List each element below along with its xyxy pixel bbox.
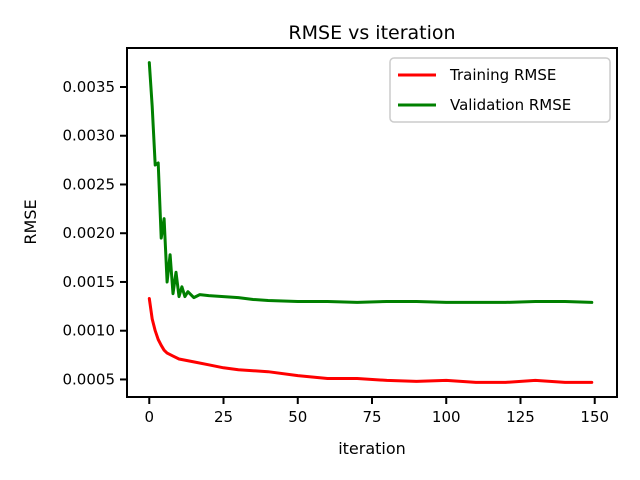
y-tick-label: 0.0005 [63,370,116,388]
legend: Training RMSE Validation RMSE [389,57,611,123]
series-line-1 [147,61,594,304]
chart-title: RMSE vs iteration [288,22,455,44]
y-tick-label: 0.0025 [63,175,116,193]
x-tick-label: 100 [432,408,461,426]
series-layer [147,61,594,384]
y-axis: 0.0005 0.0010 0.0015 0.0020 0.0025 0.0030 0.00… [63,78,127,388]
y-tick-label: 0.0010 [63,322,116,340]
x-axis: 0 25 50 75 100 125 150 [144,397,609,426]
y-axis-label: RMSE [21,199,40,244]
y-tick-label: 0.0035 [63,78,116,96]
x-axis-label: iteration [338,439,406,458]
x-tick-label: 0 [144,408,154,426]
legend-box [389,57,611,123]
legend-label-1: Validation RMSE [450,96,571,114]
legend-label-0: Training RMSE [449,66,556,84]
series-line-0 [147,297,594,384]
x-tick-label: 25 [214,408,233,426]
y-tick-label: 0.0020 [63,224,116,242]
y-tick-label: 0.0030 [63,127,116,145]
x-tick-label: 125 [506,408,535,426]
y-tick-label: 0.0015 [63,273,116,291]
x-tick-label: 50 [288,408,307,426]
x-tick-label: 150 [580,408,609,426]
x-tick-label: 75 [362,408,381,426]
